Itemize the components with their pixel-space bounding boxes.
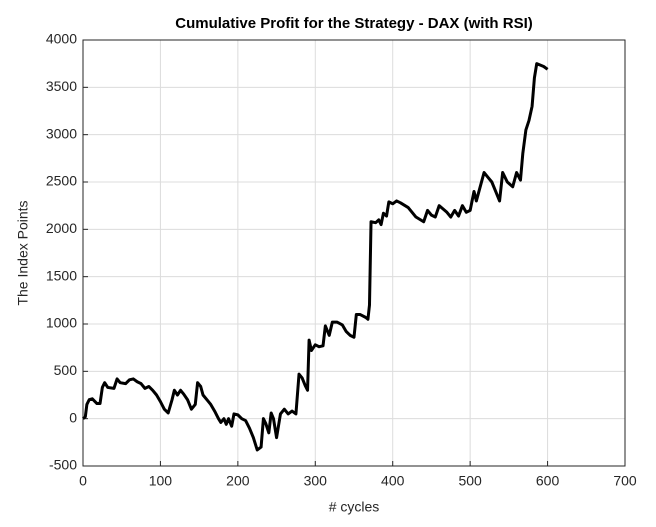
y-tick-label: 3500 [46, 78, 77, 94]
y-tick-label: 0 [69, 409, 77, 425]
y-tick-label: 3000 [46, 125, 77, 141]
y-tick-label: 1500 [46, 267, 77, 283]
x-axis-label: # cycles [329, 499, 380, 515]
x-tick-label: 700 [613, 473, 637, 489]
y-tick-label: 1000 [46, 315, 77, 331]
y-tick-label: 2000 [46, 220, 77, 236]
x-tick-label: 0 [79, 473, 87, 489]
y-tick-label: 500 [54, 362, 78, 378]
y-tick-label: -500 [49, 457, 77, 473]
x-tick-label: 400 [381, 473, 405, 489]
y-axis-label: The Index Points [15, 200, 31, 305]
x-tick-label: 300 [304, 473, 328, 489]
x-tick-label: 100 [149, 473, 173, 489]
chart-title: Cumulative Profit for the Strategy - DAX… [175, 15, 533, 32]
y-tick-label: 2500 [46, 173, 77, 189]
x-tick-label: 600 [536, 473, 560, 489]
x-tick-label: 500 [458, 473, 482, 489]
y-tick-label: 4000 [46, 31, 77, 47]
x-tick-label: 200 [226, 473, 250, 489]
data-line [82, 62, 549, 452]
plot-frame [82, 39, 626, 467]
